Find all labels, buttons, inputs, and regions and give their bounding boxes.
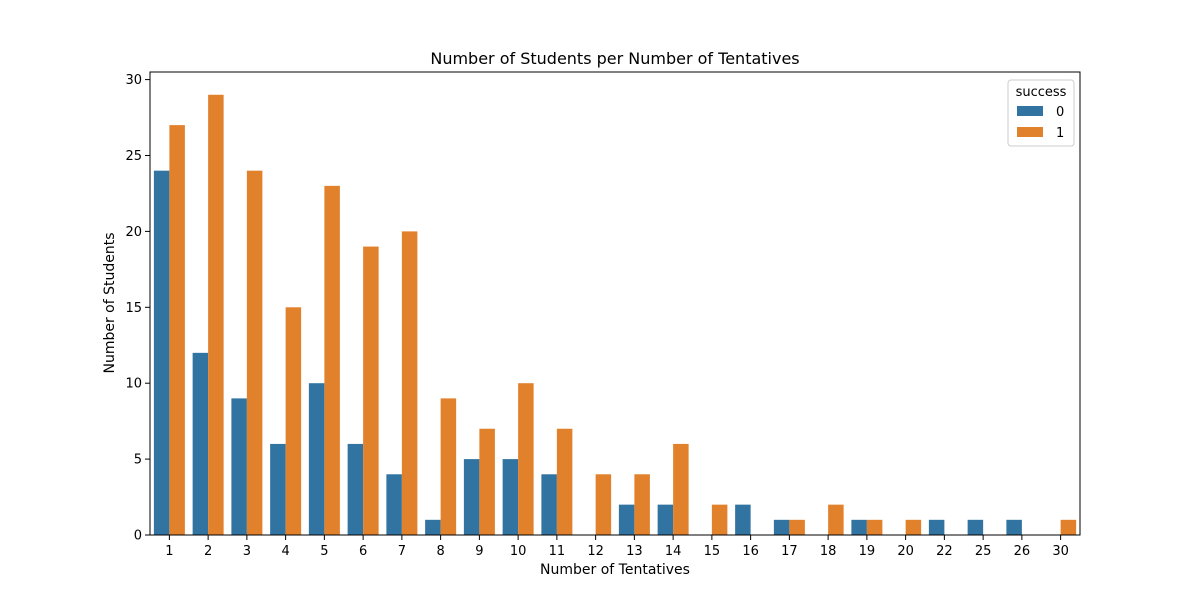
x-tick-label: 14 xyxy=(665,544,682,559)
bar-26-series-0 xyxy=(1006,519,1022,535)
x-tick-label: 26 xyxy=(1014,544,1031,559)
bar-22-series-0 xyxy=(928,519,945,535)
x-tick-label: 1 xyxy=(165,544,173,559)
bar-11-series-1 xyxy=(556,428,573,535)
bar-7-series-0 xyxy=(386,474,402,535)
bar-25-series-0 xyxy=(967,519,984,535)
y-tick-label: 0 xyxy=(134,529,142,544)
y-tick-label: 30 xyxy=(125,73,142,88)
plot-frame xyxy=(149,71,1081,536)
y-tick-label: 10 xyxy=(125,377,142,392)
x-tick-label: 4 xyxy=(281,544,289,559)
bar-1-series-0 xyxy=(153,170,170,536)
bar-13-series-0 xyxy=(618,504,635,535)
legend-label-1: 1 xyxy=(1056,126,1064,141)
bar-30-series-1 xyxy=(1060,519,1077,535)
y-axis-ticks: 0 5 10 15 20 25 30 xyxy=(125,73,150,544)
bar-4-series-1 xyxy=(285,307,302,535)
bar-3-series-1 xyxy=(246,170,263,536)
x-tick-label: 20 xyxy=(897,544,914,559)
legend-label-0: 0 xyxy=(1056,105,1064,120)
bar-8-series-0 xyxy=(425,519,441,535)
x-tick-label: 30 xyxy=(1052,544,1069,559)
x-tick-label: 7 xyxy=(398,544,406,559)
legend: success 0 1 xyxy=(1007,79,1075,147)
bar-9-series-0 xyxy=(463,459,480,535)
bar-8-series-1 xyxy=(440,398,457,535)
chart-title: Number of Students per Number of Tentati… xyxy=(430,49,799,68)
bar-4-series-0 xyxy=(270,443,286,535)
bar-18-series-1 xyxy=(828,504,844,535)
x-tick-label: 25 xyxy=(975,544,992,559)
bar-19-series-1 xyxy=(866,519,883,535)
y-axis-label: Number of Students xyxy=(102,232,118,373)
bar-17-series-1 xyxy=(789,519,805,535)
bar-13-series-1 xyxy=(634,474,650,535)
bar-9-series-1 xyxy=(479,428,495,535)
x-axis-ticks: 1 2 3 4 5 6 7 8 9 10 11 12 13 14 15 16 17 18 19 20 22 25 26 30 xyxy=(165,535,1069,559)
bar-7-series-1 xyxy=(401,231,418,535)
x-tick-label: 2 xyxy=(204,544,212,559)
bars-group xyxy=(153,94,1077,536)
bar-2-series-0 xyxy=(192,352,209,535)
bar-1-series-1 xyxy=(169,125,185,535)
bar-2-series-1 xyxy=(208,94,224,536)
bar-5-series-1 xyxy=(324,185,340,535)
x-tick-label: 9 xyxy=(475,544,483,559)
x-tick-label: 11 xyxy=(549,544,566,559)
x-tick-label: 22 xyxy=(936,544,953,559)
x-tick-label: 12 xyxy=(587,544,604,559)
x-tick-label: 15 xyxy=(704,544,721,559)
bar-10-series-0 xyxy=(502,459,519,535)
y-tick-label: 20 xyxy=(125,225,142,240)
x-tick-label: 16 xyxy=(742,544,759,559)
x-tick-label: 5 xyxy=(320,544,328,559)
x-tick-label: 6 xyxy=(359,544,367,559)
y-tick-label: 5 xyxy=(134,453,142,468)
bar-20-series-1 xyxy=(905,519,922,535)
bar-19-series-0 xyxy=(851,519,867,535)
legend-swatch-1 xyxy=(1017,127,1043,137)
bar-10-series-1 xyxy=(518,383,534,535)
x-tick-label: 10 xyxy=(510,544,527,559)
bar-17-series-0 xyxy=(773,519,790,535)
bar-6-series-1 xyxy=(363,246,379,535)
y-tick-label: 25 xyxy=(125,149,142,164)
x-tick-label: 19 xyxy=(859,544,876,559)
x-tick-label: 3 xyxy=(243,544,251,559)
bar-14-series-1 xyxy=(673,443,689,535)
x-axis-label: Number of Tentatives xyxy=(540,562,690,578)
bar-16-series-0 xyxy=(735,504,751,535)
legend-title: success xyxy=(1016,85,1067,100)
legend-swatch-0 xyxy=(1017,106,1043,116)
bar-3-series-0 xyxy=(231,398,247,535)
bar-15-series-1 xyxy=(711,504,728,535)
bar-12-series-1 xyxy=(595,474,612,535)
x-tick-label: 17 xyxy=(781,544,798,559)
x-tick-label: 18 xyxy=(820,544,837,559)
bar-5-series-0 xyxy=(308,383,325,535)
bar-11-series-0 xyxy=(541,474,557,535)
x-tick-label: 8 xyxy=(436,544,444,559)
x-tick-label: 13 xyxy=(626,544,643,559)
y-tick-label: 15 xyxy=(125,301,142,316)
bar-6-series-0 xyxy=(347,443,364,535)
bar-14-series-0 xyxy=(657,504,674,535)
